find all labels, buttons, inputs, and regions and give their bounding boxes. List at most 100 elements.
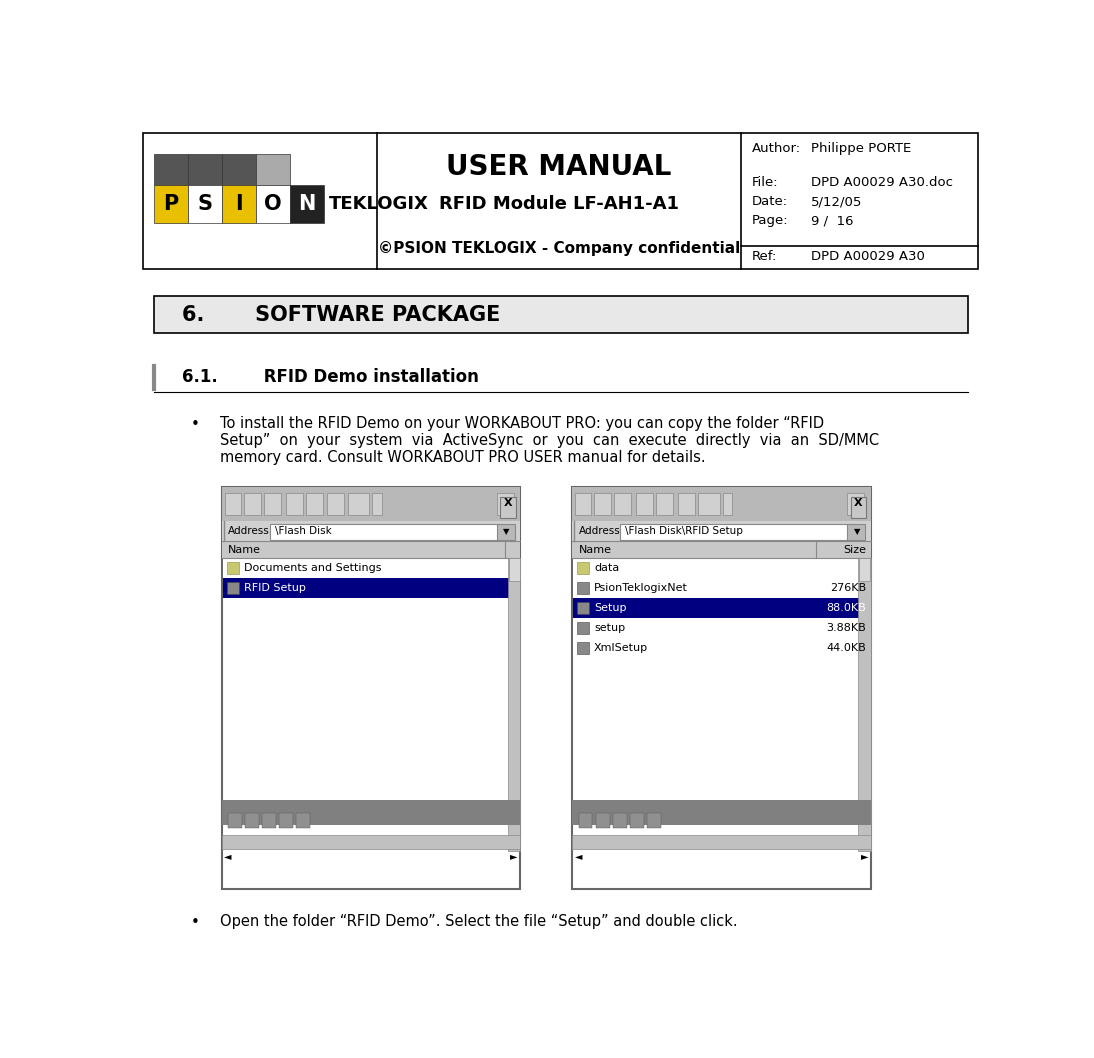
Text: ©PSION TEKLOGIX - Company confidential: ©PSION TEKLOGIX - Company confidential (379, 241, 741, 256)
Bar (279, 813, 293, 828)
Bar (188, 185, 222, 223)
Bar (154, 296, 967, 333)
Text: S: S (197, 194, 212, 214)
Text: O: O (265, 194, 282, 214)
Bar (613, 813, 627, 828)
Text: TEKLOGIX: TEKLOGIX (329, 195, 429, 213)
Bar (296, 813, 311, 828)
Bar (572, 836, 871, 850)
Bar (620, 524, 849, 540)
Text: memory card. Consult WORKABOUT PRO USER manual for details.: memory card. Consult WORKABOUT PRO USER … (221, 450, 706, 464)
Bar (677, 493, 695, 515)
Bar (698, 493, 720, 515)
Text: File:: File: (752, 176, 779, 189)
Bar (630, 813, 643, 828)
Text: Page:: Page: (752, 215, 789, 227)
Bar (372, 493, 382, 515)
Bar (154, 153, 188, 185)
Bar (572, 488, 871, 522)
Text: 9 /  16: 9 / 16 (811, 215, 853, 227)
Bar (572, 542, 871, 559)
Text: ▼: ▼ (853, 527, 860, 535)
Bar (577, 582, 590, 595)
Text: XmlSetup: XmlSetup (594, 643, 648, 653)
Bar (222, 836, 521, 850)
Bar (256, 185, 290, 223)
Bar (222, 488, 521, 890)
Bar (270, 524, 499, 540)
Bar (573, 559, 870, 578)
Text: DPD A00029 A30.doc: DPD A00029 A30.doc (811, 176, 953, 189)
Bar (188, 153, 222, 185)
Bar (579, 813, 593, 828)
Bar (226, 562, 240, 574)
Text: setup: setup (594, 623, 625, 634)
Text: Ref:: Ref: (752, 250, 778, 262)
Text: X: X (503, 497, 512, 508)
Bar (222, 185, 256, 223)
Bar (850, 496, 866, 518)
Bar (223, 578, 520, 598)
Text: Author:: Author: (752, 142, 801, 156)
Bar (263, 813, 277, 828)
Bar (256, 153, 290, 185)
Bar (500, 496, 515, 518)
Text: Address: Address (579, 526, 620, 536)
Bar (573, 578, 870, 598)
Bar (226, 582, 240, 595)
Bar (573, 638, 870, 658)
Bar (143, 133, 978, 270)
Text: RFID Setup: RFID Setup (244, 583, 305, 594)
Bar (229, 813, 242, 828)
Bar (577, 562, 590, 574)
Bar (656, 493, 673, 515)
Text: ►: ► (511, 851, 517, 861)
Text: ▼: ▼ (503, 527, 510, 535)
Bar (859, 559, 871, 851)
Text: I: I (235, 194, 243, 214)
Bar (244, 493, 260, 515)
Bar (577, 622, 590, 635)
Bar (305, 493, 323, 515)
Bar (509, 559, 520, 581)
Bar (348, 493, 370, 515)
Bar (222, 542, 521, 559)
Text: •: • (191, 915, 200, 930)
Text: P: P (163, 194, 178, 214)
Bar (573, 618, 870, 638)
Text: Size: Size (843, 545, 866, 554)
Bar (264, 493, 281, 515)
Bar (290, 185, 324, 223)
Text: Setup: Setup (594, 603, 627, 614)
Text: Name: Name (579, 545, 612, 554)
Bar (572, 488, 871, 890)
Bar (286, 493, 303, 515)
Bar (577, 642, 590, 655)
Text: Philippe PORTE: Philippe PORTE (811, 142, 911, 156)
Text: data: data (594, 563, 619, 573)
Text: 6.       SOFTWARE PACKAGE: 6. SOFTWARE PACKAGE (182, 305, 500, 325)
Bar (497, 493, 514, 515)
Text: 5/12/05: 5/12/05 (811, 195, 862, 208)
Bar (859, 559, 870, 581)
Bar (575, 493, 591, 515)
Text: To install the RFID Demo on your WORKABOUT PRO: you can copy the folder “RFID: To install the RFID Demo on your WORKABO… (221, 416, 825, 431)
Bar (222, 488, 521, 522)
Text: 6.1.        RFID Demo installation: 6.1. RFID Demo installation (182, 368, 478, 386)
Bar (572, 800, 871, 824)
Bar (225, 493, 241, 515)
Bar (636, 493, 653, 515)
Text: Address: Address (229, 526, 270, 536)
Text: 88.0KB: 88.0KB (826, 603, 866, 614)
Bar (647, 813, 661, 828)
Bar (614, 493, 631, 515)
Bar (497, 524, 515, 540)
Text: 44.0KB: 44.0KB (826, 643, 866, 653)
Text: Date:: Date: (752, 195, 788, 208)
Text: Name: Name (229, 545, 261, 554)
Bar (848, 524, 865, 540)
Bar (594, 493, 612, 515)
Text: USER MANUAL: USER MANUAL (446, 153, 672, 181)
Text: •: • (191, 417, 200, 433)
Bar (222, 522, 521, 542)
